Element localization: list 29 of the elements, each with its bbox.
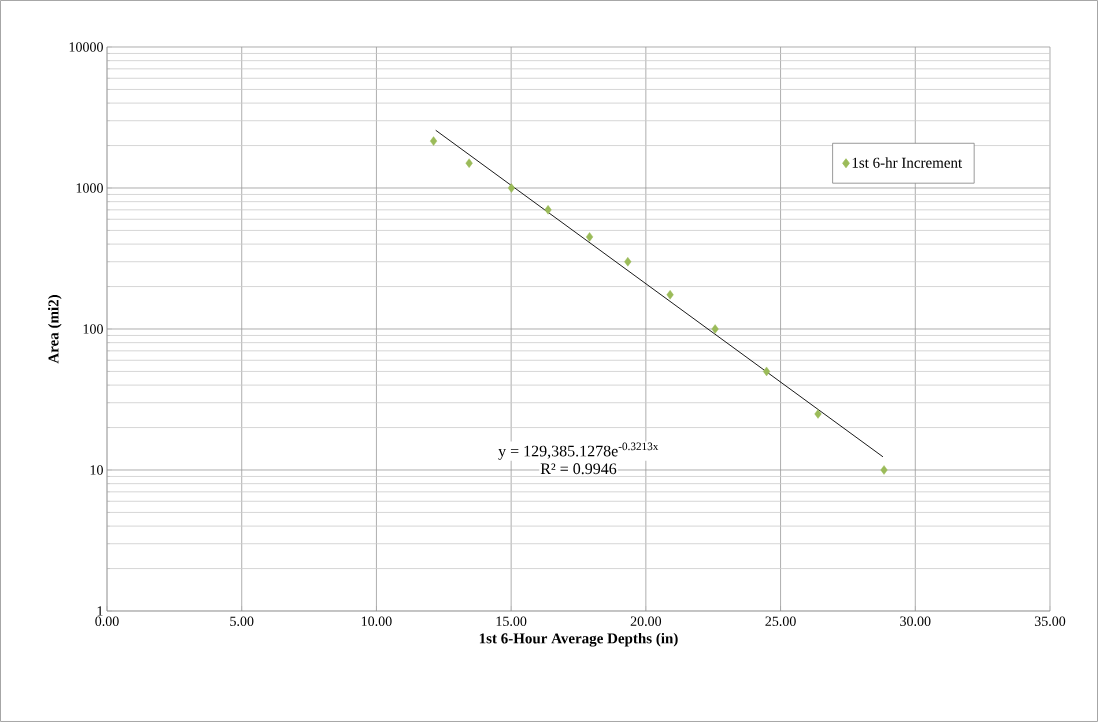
y-axis-title: Area (mi2) [48,295,62,364]
y-tick-label: 10000 [69,42,103,52]
point [880,465,888,475]
x-tick-label: 5.00 [230,616,254,627]
x-tick-label: 35.00 [1034,616,1066,627]
point [814,409,822,419]
annotation: R² = 0.9946 [540,463,617,475]
annotation: y = 129,385.1278e$^{-0.3213x}$ [498,442,659,460]
y-tick-label: 1 [97,606,103,616]
point [711,324,719,334]
point [666,290,674,300]
point [762,366,771,377]
y-tick-label: 100 [83,324,103,334]
x-tick-label: 15.00 [496,616,527,627]
x-tick-label: 10.00 [361,616,392,627]
point [624,257,632,267]
x-tick-label: 30.00 [900,616,931,627]
point [465,158,473,168]
x-tick-label: 25.00 [765,616,796,627]
x-tick-label: 0.00 [95,616,119,627]
y-tick-label: 1000 [76,183,103,193]
point [429,136,438,146]
legend-label: 1st 6-hr Increment [852,157,963,168]
y-tick-label: 10 [90,465,103,475]
point [544,205,552,215]
point [507,183,515,193]
x-tick-label: 20.00 [630,616,662,627]
x-axis-title: 1st 6-Hour Average Depths (in) [479,632,678,647]
point [585,232,594,242]
